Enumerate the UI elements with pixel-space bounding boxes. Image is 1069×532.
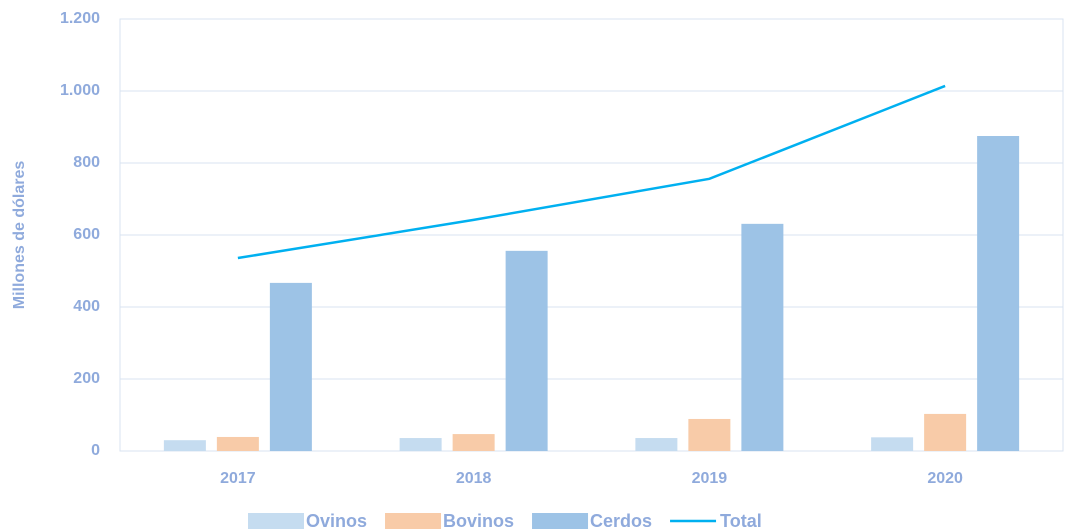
y-tick-label: 400 [73,298,100,315]
x-tick-label: 2020 [927,470,963,487]
bar [505,250,548,451]
bar [635,438,678,451]
bar [924,413,967,451]
bar [688,418,731,451]
y-tick-label: 800 [73,154,100,171]
x-tick-label: 2019 [692,470,728,487]
bar [977,136,1020,451]
line [237,84,946,260]
legend-label: Bovinos [443,511,514,531]
legend-label: Cerdos [590,511,652,531]
y-tick-label: 0 [91,442,100,459]
plot-frame [119,18,1064,452]
bar [163,440,206,451]
y-tick-label: 200 [73,370,100,387]
bar [741,223,784,451]
bar [399,438,442,451]
y-tick-label: 600 [73,226,100,243]
bar [871,437,914,451]
bar [216,436,259,451]
bar [269,282,312,451]
x-tick-label: 2017 [220,470,256,487]
y-tick-label: 1.000 [60,82,100,99]
y-tick-label: 1.200 [60,10,100,27]
bar [452,434,495,451]
legend-swatch [385,513,442,529]
x-tick-label: 2018 [456,470,492,487]
legend-label: Ovinos [306,511,367,531]
legend-label: Total [720,511,762,531]
legend-swatch [532,513,589,529]
legend-swatch [248,513,304,529]
y-axis-title: Millones de dólares [11,161,28,310]
